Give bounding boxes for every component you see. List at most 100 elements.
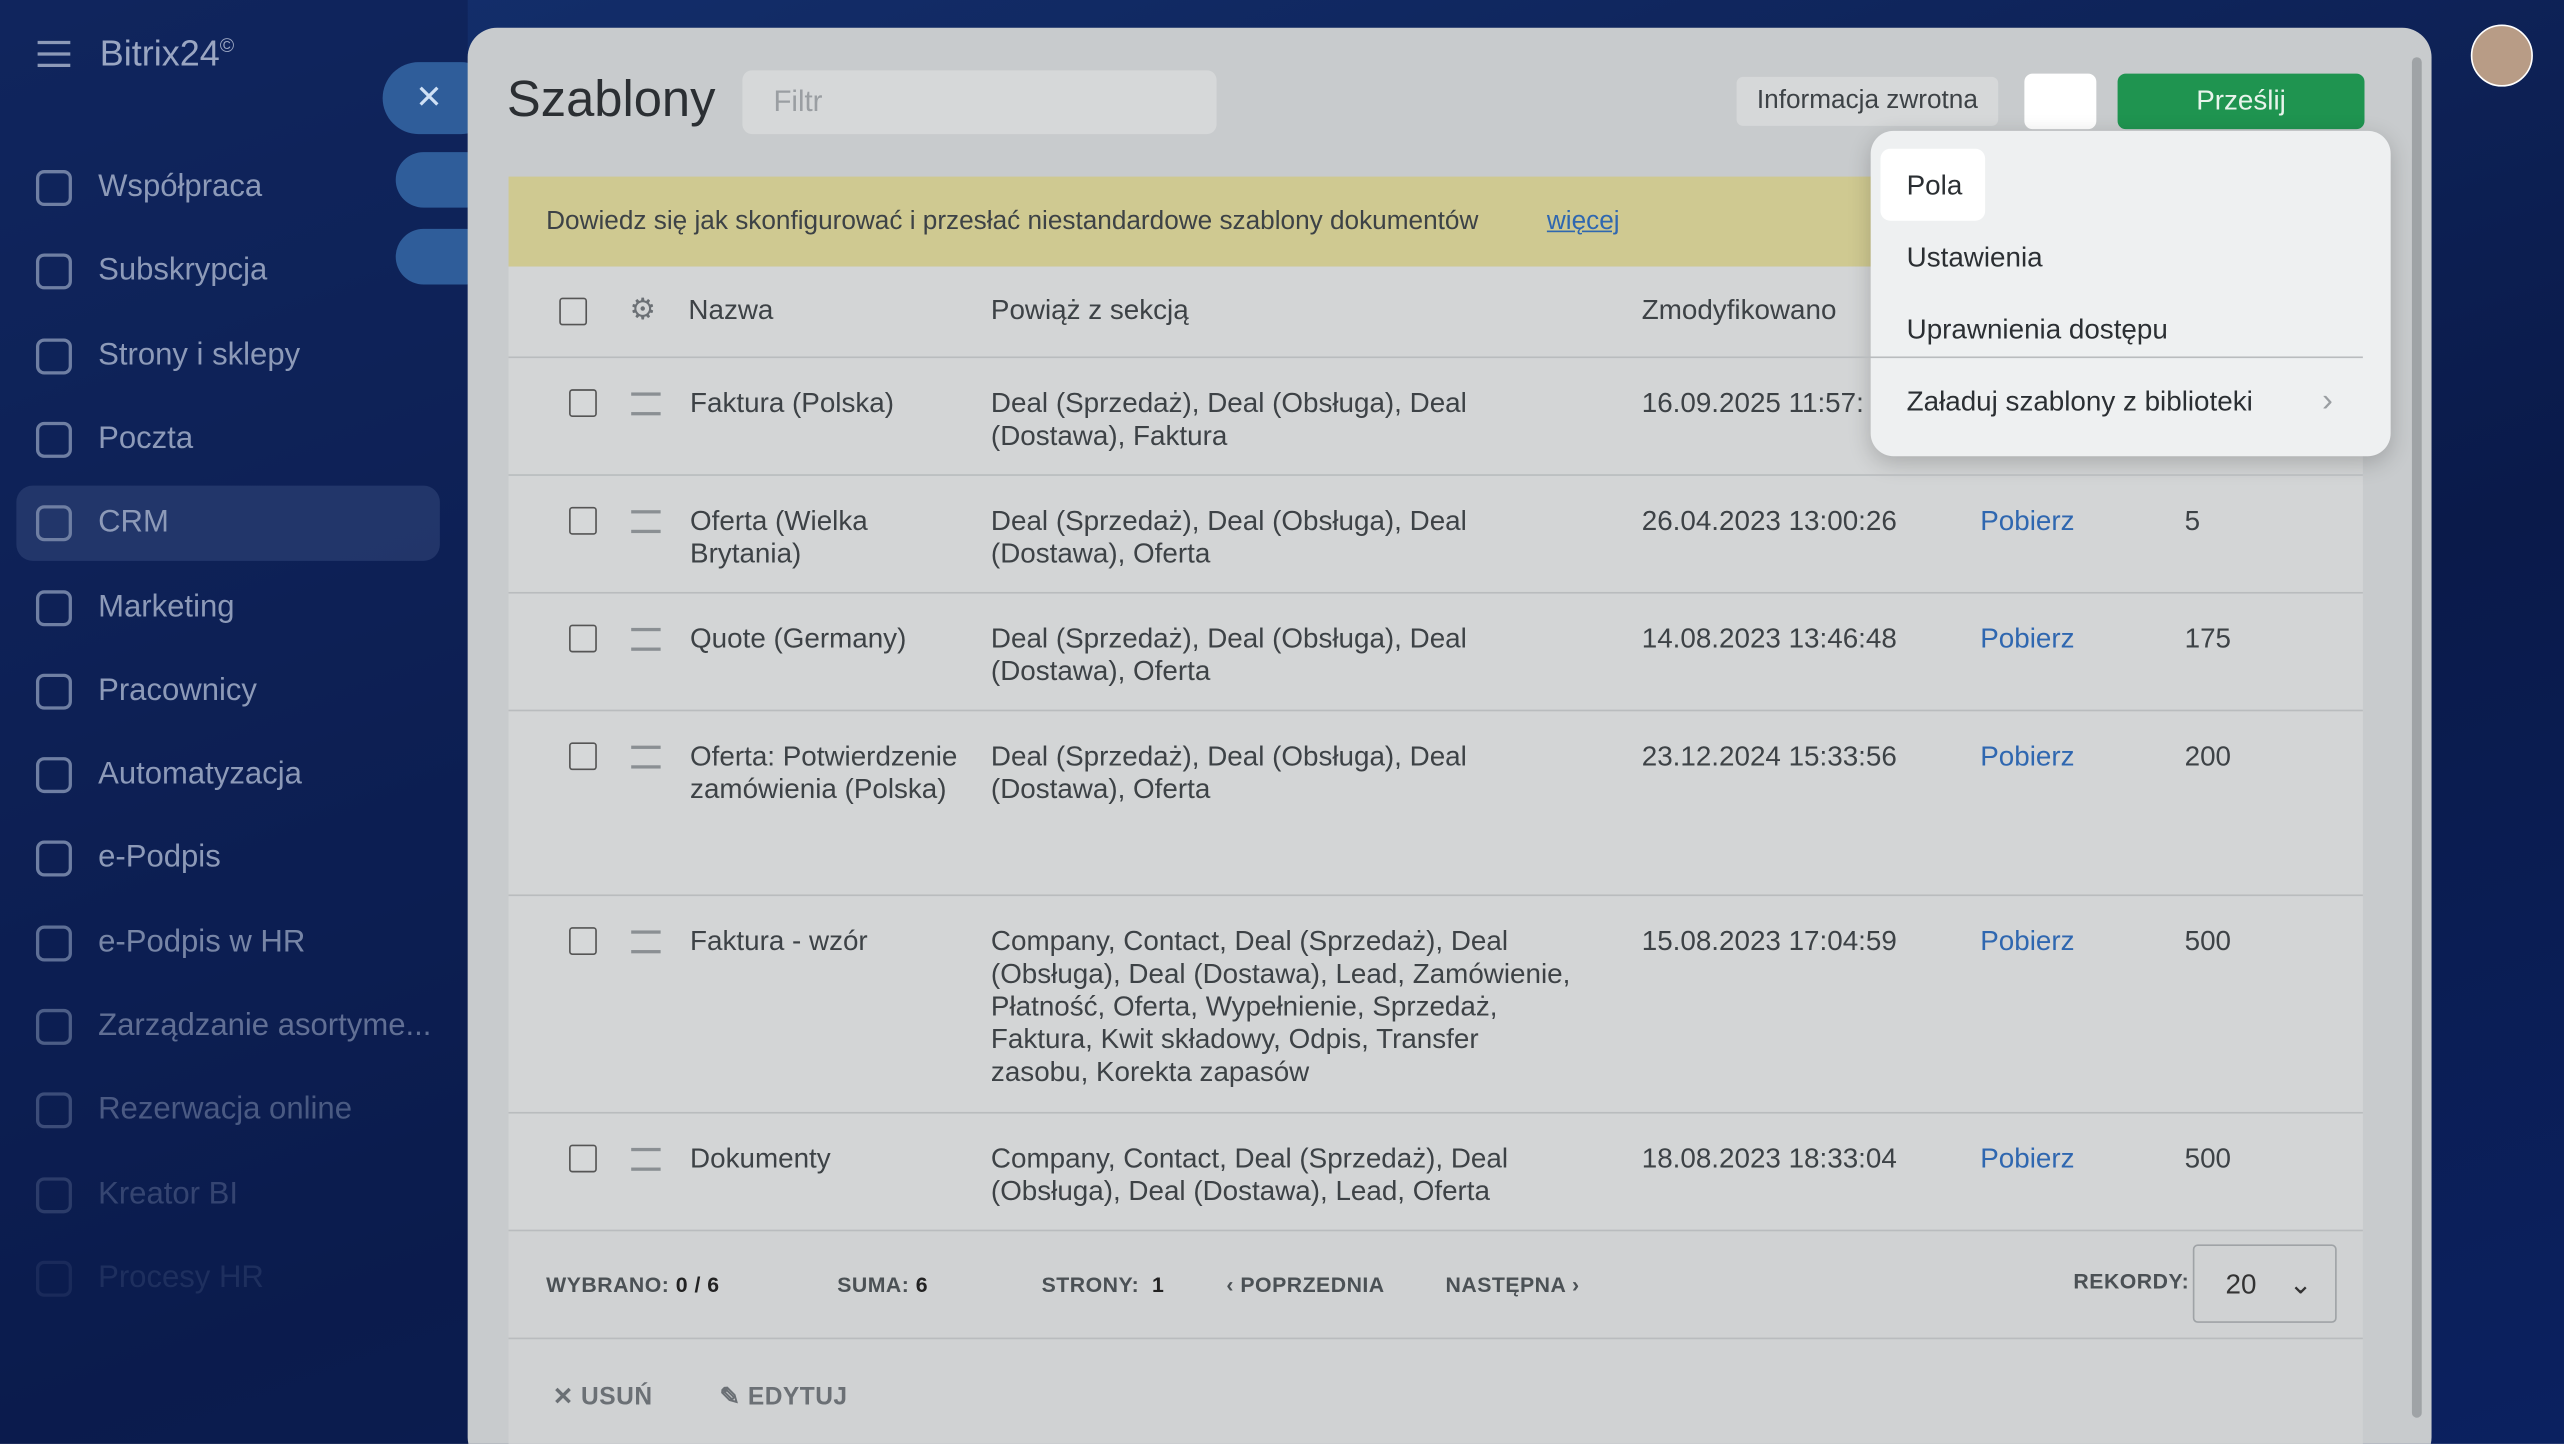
row-checkbox[interactable] (569, 506, 597, 535)
drag-handle[interactable] (631, 930, 661, 954)
nav-icon[interactable] (35, 589, 72, 626)
download-link[interactable]: Pobierz (1980, 623, 2075, 655)
row-checkbox[interactable] (569, 927, 597, 955)
download-link[interactable]: Pobierz (1980, 1143, 2075, 1175)
row-checkbox[interactable] (569, 389, 597, 417)
drag-handle[interactable] (631, 1147, 661, 1171)
settings-button[interactable] (2024, 73, 2097, 130)
feedback-button[interactable]: Informacja zwrotna (1736, 76, 1999, 126)
sections: Company, Contact, Deal (Sprzedaż), Deal … (990, 1143, 1509, 1207)
label: POPRZEDNIA (1240, 1272, 1385, 1297)
nav-item[interactable]: Kreator BI (98, 1176, 238, 1212)
nav-icon[interactable] (35, 757, 72, 794)
nav-icon[interactable] (35, 925, 72, 961)
drag-handle[interactable] (631, 745, 661, 769)
template-name: Faktura (Polska) (690, 387, 894, 419)
column-header[interactable]: Zmodyfikowano (1641, 294, 1837, 326)
scrollbar (2411, 57, 2422, 1418)
nav-item[interactable]: Automatyzacja (98, 757, 302, 792)
row-checkbox[interactable] (569, 624, 597, 653)
nav-icon[interactable] (35, 253, 72, 290)
drag-handle[interactable] (631, 510, 661, 534)
nav-item[interactable]: CRM (98, 505, 169, 540)
edit-button[interactable]: ✎ EDYTUJ (719, 1383, 848, 1412)
modified: 18.08.2023 18:33:04 (1641, 1143, 1897, 1175)
nav-icon[interactable] (35, 1092, 72, 1129)
download-link[interactable]: Pobierz (1980, 740, 2075, 772)
records-label: REKORDY: (2073, 1268, 2190, 1294)
nav-icon[interactable] (35, 673, 72, 710)
column-settings[interactable]: ⚙ (629, 292, 656, 326)
drag-handle[interactable] (631, 392, 661, 416)
count: 175 (2184, 623, 2232, 655)
download-link[interactable]: Pobierz (1980, 505, 2075, 537)
sections: Company, Contact, Deal (Sprzedaż), Deal … (990, 925, 1571, 1088)
menu-item[interactable]: Załaduj szablony z biblioteki (1906, 385, 2253, 417)
template-name: Faktura - wzór (690, 925, 868, 957)
nav-icon[interactable] (35, 421, 72, 458)
banner-link[interactable]: więcej (1546, 207, 1620, 236)
nav-item[interactable]: Subskrypcja (98, 253, 268, 289)
nav-icon[interactable] (35, 337, 72, 374)
submit-button[interactable]: Prześlij (2117, 73, 2365, 130)
row-checkbox[interactable] (569, 1144, 597, 1173)
modified: 16.09.2025 11:57: (1641, 387, 1864, 419)
row-checkbox[interactable] (569, 742, 597, 771)
template-name: Dokumenty (690, 1143, 831, 1175)
drag-handle[interactable] (631, 627, 661, 651)
nav-icon[interactable] (35, 170, 72, 207)
nav-item[interactable]: Zarządzanie asortyme... (98, 1008, 432, 1044)
logo-text: Bitrix24 (99, 32, 220, 74)
nav-item[interactable]: Marketing (98, 589, 235, 624)
table-row (508, 894, 2363, 1113)
nav-icon[interactable] (35, 841, 72, 878)
records-value: 20 (2225, 1268, 2257, 1300)
nav-item[interactable]: Pracownicy (98, 673, 257, 708)
count: 200 (2184, 740, 2232, 772)
records-select[interactable]: 20 ⌄ (2192, 1244, 2337, 1323)
nav-item[interactable]: Poczta (98, 421, 194, 457)
page-title: Szablony (506, 70, 716, 128)
nav-item[interactable]: Współpraca (98, 170, 263, 205)
nav-item[interactable]: Strony i sklepy (98, 337, 301, 373)
template-name: Quote (Germany) (690, 623, 907, 655)
sidebar (0, 0, 468, 1444)
nav-icon[interactable] (35, 1260, 72, 1297)
nav-item[interactable]: e-Podpis w HR (98, 925, 306, 960)
nav-icon[interactable] (35, 505, 72, 542)
avatar[interactable] (2470, 24, 2533, 87)
filter-input[interactable]: Filtr (742, 70, 1217, 135)
nav-item[interactable]: Rezerwacja online (98, 1092, 352, 1128)
menu-item[interactable]: Uprawnienia dostępu (1906, 313, 2168, 346)
count: 5 (2184, 505, 2201, 537)
logo: Bitrix24© (100, 33, 234, 76)
next-page[interactable]: NASTĘPNA › (1445, 1272, 1580, 1297)
column-header[interactable]: Powiąż z sekcją (990, 294, 1189, 326)
banner-text: Dowiedz się jak skonfigurować i przesłać… (546, 207, 1479, 236)
download-link[interactable]: Pobierz (1980, 925, 2075, 957)
selected: WYBRANO: 0 / 6 (546, 1272, 719, 1297)
menu-icon[interactable] (36, 39, 72, 68)
menu-item[interactable]: Ustawienia (1906, 242, 2043, 274)
menu-highlight (1880, 148, 1986, 221)
nav-icon[interactable] (35, 1176, 72, 1213)
nav-icon[interactable] (35, 1008, 72, 1045)
pages: STRONY: 1 (1042, 1272, 1165, 1297)
sum: SUMA: 6 (837, 1272, 928, 1297)
sections: Deal (Sprzedaż), Deal (Obsługa), Deal (D… (990, 623, 1467, 687)
nav-item[interactable]: Procesy HR (98, 1260, 264, 1295)
label: STRONY: (1041, 1272, 1140, 1297)
column-header[interactable]: Nazwa (688, 294, 774, 326)
prev-page[interactable]: ‹ POPRZEDNIA (1226, 1272, 1385, 1297)
value: 0 / 6 (675, 1272, 720, 1297)
table-row (508, 709, 2363, 896)
select-all[interactable] (559, 297, 588, 326)
footer (508, 1229, 2363, 1340)
nav-item[interactable]: e-Podpis (98, 841, 221, 876)
table-row (508, 474, 2363, 593)
delete-button[interactable]: ✕ USUŃ (552, 1383, 653, 1412)
modified: 14.08.2023 13:46:48 (1641, 623, 1897, 655)
label: NASTĘPNA (1445, 1272, 1566, 1297)
menu-item[interactable]: Pola (1906, 170, 1963, 202)
